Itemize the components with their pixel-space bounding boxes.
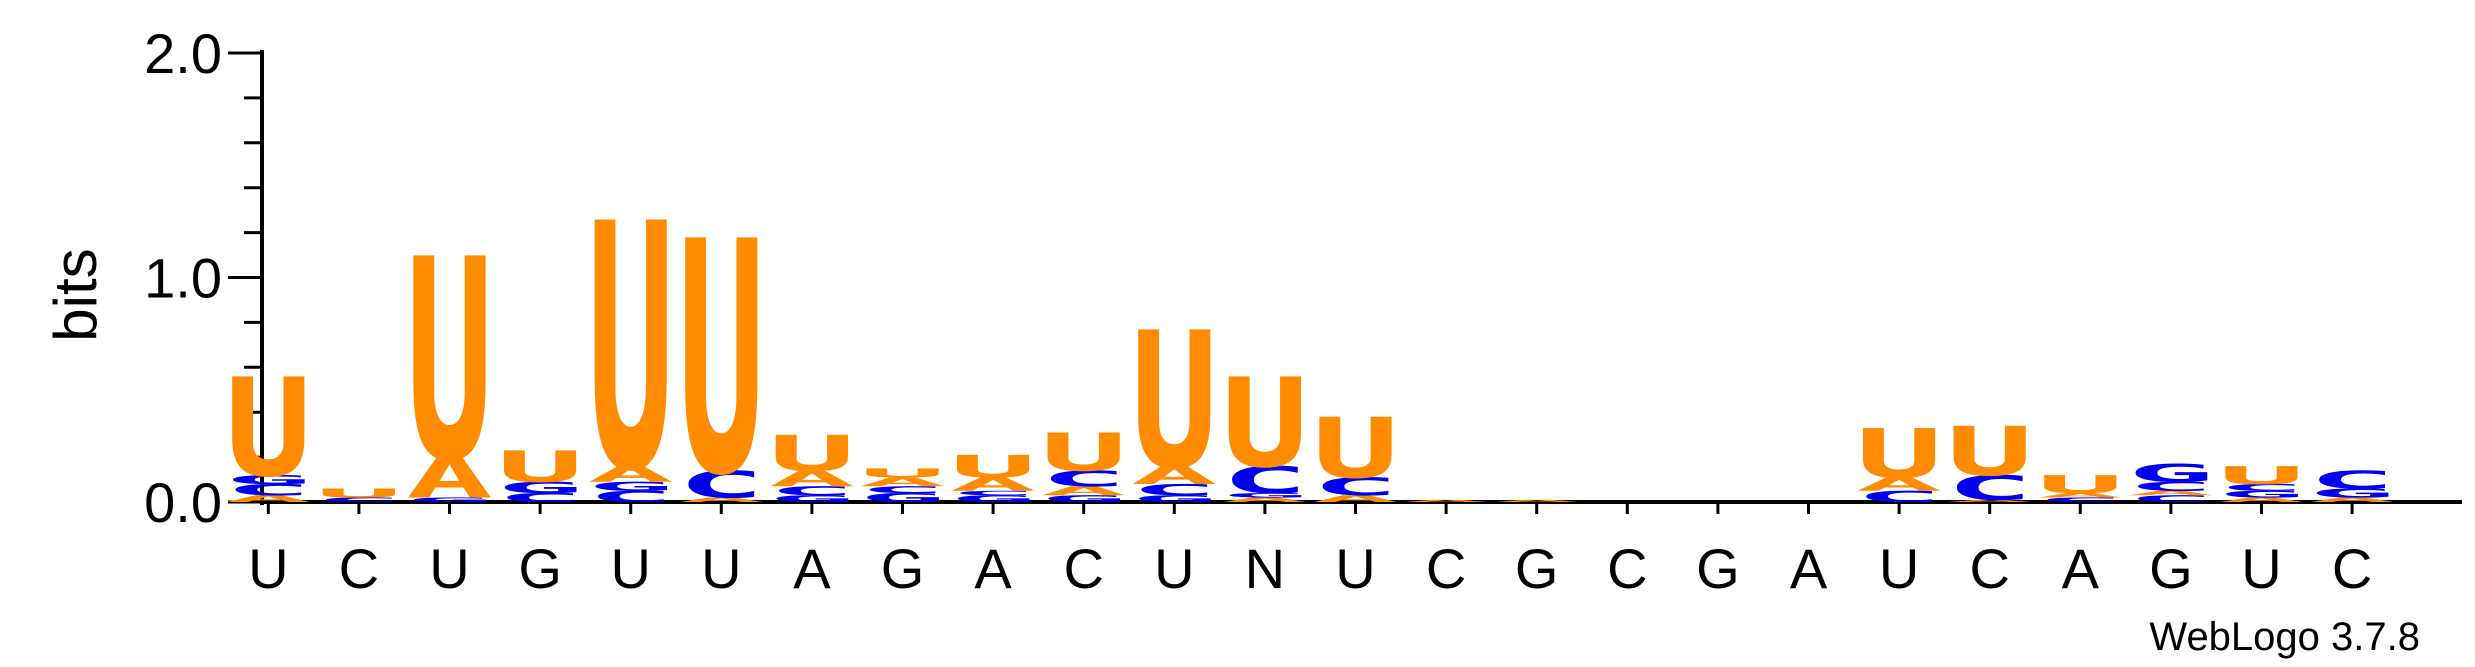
- x-tick-label: U: [701, 537, 741, 600]
- x-tick-label: A: [974, 537, 1012, 600]
- logo-letter-g: G: [2218, 489, 2305, 500]
- x-tick-label: G: [881, 537, 925, 600]
- logo-letter-c: C: [859, 485, 946, 496]
- x-tick-label: A: [1790, 537, 1828, 600]
- logo-letter-c: C: [1855, 488, 1942, 506]
- logo-letter-u: U: [2218, 461, 2305, 490]
- logo-letter-a: A: [2127, 490, 2214, 497]
- logo-letter-g: G: [1221, 492, 1308, 499]
- x-tick-label: G: [518, 537, 562, 600]
- logo-letter-a: A: [949, 474, 1036, 495]
- logo-letter-u: U: [1221, 352, 1308, 496]
- logo-letter-u: U: [406, 202, 493, 524]
- logo-letter-g: G: [225, 473, 312, 487]
- logo-letter-u: U: [1312, 400, 1399, 497]
- x-tick-label: U: [2241, 537, 2281, 600]
- logo-letter-g: G: [949, 494, 1036, 505]
- logo-letter-a: A: [1040, 484, 1127, 498]
- logo-letter-a: A: [406, 446, 493, 511]
- logo-letter-g: G: [1131, 494, 1218, 505]
- logo-letter-a: A: [1402, 499, 1489, 503]
- logo-letter-a: A: [225, 494, 312, 505]
- logo-letter-a: A: [678, 496, 765, 503]
- logo-letter-u: U: [859, 466, 946, 480]
- x-tick-label: A: [2062, 537, 2100, 600]
- logo-letter-g: G: [859, 491, 946, 505]
- logo-letter-u: U: [949, 449, 1036, 485]
- logo-letter-c: C: [949, 490, 1036, 497]
- logo-letter-c: C: [2037, 496, 2124, 503]
- x-tick-label: C: [1969, 537, 2009, 600]
- x-tick-label: U: [1335, 537, 1375, 600]
- logo-letter-g: G: [587, 480, 674, 494]
- x-tick-label: C: [1063, 537, 1103, 600]
- logo-letter-c: C: [2127, 480, 2214, 494]
- logo-letter-u: U: [496, 442, 583, 492]
- logo-letter-u: U: [2037, 470, 2124, 499]
- logo-letter-c: C: [2218, 482, 2305, 493]
- x-tick-label: C: [339, 537, 379, 600]
- logo-letter-g: G: [406, 496, 493, 503]
- x-tick-label: U: [248, 537, 288, 600]
- logo-letter-c: C: [2308, 466, 2395, 495]
- logo-letter-g: G: [496, 479, 583, 497]
- logo-letter-u: U: [678, 174, 765, 546]
- logo-letter-a: A: [1221, 496, 1308, 503]
- logo-letter-c: C: [768, 484, 855, 498]
- logo-letter-c: C: [2127, 494, 2214, 505]
- logo-letter-a: A: [2037, 492, 2124, 499]
- logo-letter-g: G: [2127, 459, 2214, 488]
- x-tick-label: C: [1607, 537, 1647, 600]
- logo-letter-g: G: [2308, 486, 2395, 500]
- x-tick-label: G: [2149, 537, 2193, 600]
- logo-letter-u: U: [1040, 422, 1127, 483]
- x-tick-label: C: [1426, 537, 1466, 600]
- logo-letter-c: C: [315, 496, 402, 503]
- logo-letter-c: C: [496, 491, 583, 505]
- y-tick-label: 0.0: [144, 471, 222, 534]
- logo-letter-u: U: [1131, 292, 1218, 511]
- x-tick-label: N: [1245, 537, 1285, 600]
- logo-letter-a: A: [1493, 499, 1580, 503]
- x-tick-label: C: [2332, 537, 2372, 600]
- logo-letter-c: C: [1312, 473, 1399, 502]
- logo-letter-a: A: [2308, 496, 2395, 503]
- logo-letter-g: G: [768, 494, 855, 505]
- x-tick-label: U: [429, 537, 469, 600]
- logo-letter-u: U: [1946, 412, 2033, 491]
- logo-letter-c: C: [1131, 481, 1218, 499]
- logo-letter-c: C: [1946, 468, 2033, 508]
- logo-letter-u: U: [1855, 415, 1942, 494]
- logo-letter-c: C: [1221, 459, 1308, 502]
- logo-letter-a: A: [768, 467, 855, 492]
- logo-letter-a: A: [1946, 499, 2033, 503]
- logo-letter-c: C: [1040, 467, 1127, 492]
- x-tick-label: G: [1696, 537, 1740, 600]
- logo-letter-c: C: [678, 463, 765, 506]
- logo-letter-u: U: [225, 351, 312, 508]
- logo-letter-a: A: [587, 462, 674, 487]
- x-tick-label: U: [1154, 537, 1194, 600]
- logo-letter-a: A: [1131, 461, 1218, 490]
- logo-letter-c: C: [587, 488, 674, 506]
- logo-letter-u: U: [315, 486, 402, 500]
- logo-letter-u: U: [768, 425, 855, 482]
- y-tick-label: 2.0: [144, 22, 222, 85]
- logo-letter-c: C: [225, 481, 312, 499]
- logo-letter-u: U: [587, 153, 674, 547]
- y-tick-label: 1.0: [144, 247, 222, 310]
- logo-letter-a: A: [859, 475, 946, 489]
- y-axis-label: bits: [42, 248, 109, 341]
- logo-letter-g: G: [1040, 494, 1127, 505]
- logo-letter-a: A: [1855, 474, 1942, 495]
- plot-area: 0.01.02.0UACGUCCUUGAUGCGUUCGAUUACUAGCAUG…: [144, 22, 2462, 600]
- logo-letter-a: A: [2218, 496, 2305, 503]
- x-tick-label: G: [1515, 537, 1559, 600]
- x-tick-label: A: [793, 537, 831, 600]
- x-tick-label: U: [1879, 537, 1919, 600]
- x-tick-label: U: [610, 537, 650, 600]
- weblogo-credit: WebLogo 3.7.8: [2149, 615, 2420, 659]
- logo-letter-a: A: [1312, 494, 1399, 505]
